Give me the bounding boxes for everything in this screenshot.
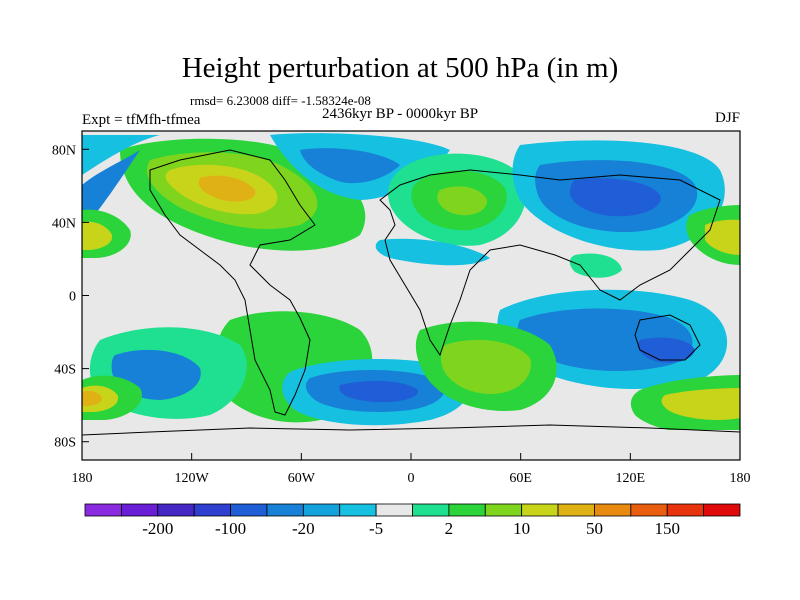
x-tick-label: 120E	[616, 471, 646, 486]
colorbar-label: 50	[586, 519, 603, 538]
season-label: DJF	[714, 110, 740, 126]
colorbar-swatch	[84, 503, 122, 517]
colorbar-swatch	[557, 503, 595, 517]
colorbar-swatch	[193, 503, 231, 517]
x-axis: 180 120W 60W 0 60E 120E 180	[72, 453, 751, 486]
colorbar-swatch	[521, 503, 559, 517]
x-tick-label: 180	[730, 471, 751, 486]
colorbar: -200 -100 -20 -5 2 10 50 150	[84, 503, 741, 538]
y-tick-label: 40N	[52, 216, 76, 231]
colorbar-label: 150	[654, 519, 680, 538]
map-title: Height perturbation at 500 hPa (in m)	[181, 52, 619, 84]
colorbar-swatch	[339, 503, 377, 517]
colorbar-swatch	[302, 503, 341, 517]
colorbar-swatch	[703, 503, 741, 517]
x-tick-label: 120W	[175, 471, 210, 486]
coastlines	[82, 149, 740, 436]
colorbar-label: -20	[292, 519, 315, 538]
colorbar-swatch	[375, 503, 413, 517]
x-tick-label: 180	[72, 471, 93, 486]
colorbar-swatch	[412, 503, 450, 517]
y-tick-label: 0	[69, 290, 76, 305]
colorbar-swatch	[230, 503, 268, 517]
colorbar-swatch	[120, 503, 159, 517]
x-tick-label: 60E	[509, 471, 532, 486]
y-tick-label: 80S	[54, 436, 76, 451]
colorbar-swatch	[157, 503, 195, 517]
colorbar-swatch	[594, 503, 632, 517]
y-tick-label: 80N	[52, 143, 76, 158]
colorbar-swatch	[448, 503, 486, 517]
colorbar-swatch	[266, 503, 304, 517]
colorbar-swatch	[484, 503, 523, 517]
stats-label: rmsd= 6.23008 diff= -1.58324e-08	[190, 93, 371, 108]
x-tick-label: 0	[408, 471, 415, 486]
experiment-label: Expt = tfMfh-tfmea	[82, 112, 201, 128]
colorbar-label: 2	[445, 519, 454, 538]
colorbar-swatch	[666, 503, 705, 517]
y-tick-label: 40S	[54, 363, 76, 378]
colorbar-label: -100	[215, 519, 246, 538]
contour-field	[82, 131, 740, 460]
period-label: 2436kyr BP - 0000kyr BP	[321, 106, 479, 122]
colorbar-label: 10	[513, 519, 530, 538]
colorbar-label: -200	[142, 519, 173, 538]
colorbar-label: -5	[369, 519, 383, 538]
x-tick-label: 60W	[288, 471, 316, 486]
y-axis: 80N 40N 0 40S 80S	[52, 143, 89, 451]
colorbar-swatch	[630, 503, 668, 517]
